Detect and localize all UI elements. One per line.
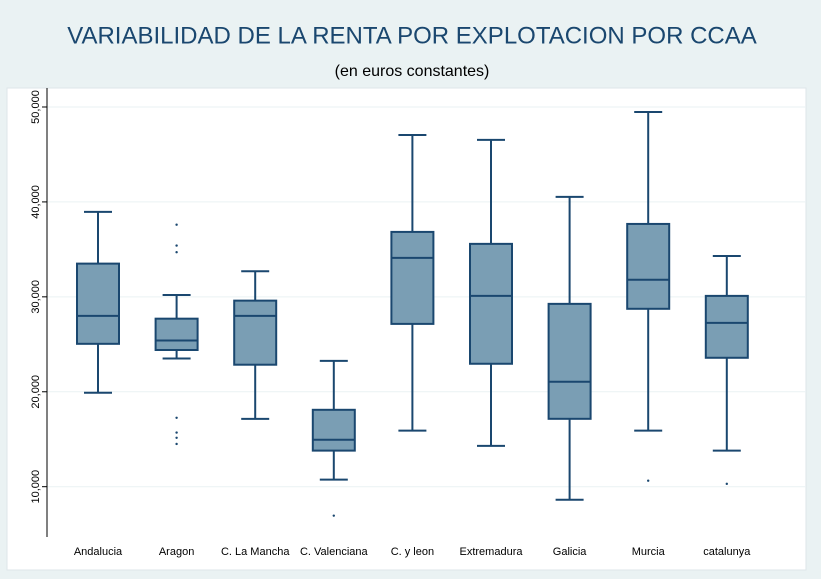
y-tick-label: 10,000 [30, 470, 42, 504]
chart-title: VARIABILIDAD DE LA RENTA POR EXPLOTACION… [67, 22, 757, 49]
x-tick-label: C. Valenciana [300, 546, 369, 558]
x-tick-label: Aragon [159, 546, 194, 558]
outlier [175, 431, 178, 434]
box [311, 408, 356, 452]
chart-subtitle: (en euros constantes) [335, 63, 490, 80]
outlier [175, 223, 178, 226]
outlier [175, 251, 178, 254]
y-tick-label: 50,000 [30, 90, 42, 124]
x-tick-label: catalunya [703, 546, 751, 558]
box [233, 299, 278, 366]
y-tick-label: 30,000 [30, 280, 42, 314]
outlier [647, 479, 650, 482]
outlier [332, 514, 335, 517]
box [626, 222, 671, 310]
x-tick-label: Murcia [632, 546, 666, 558]
box [390, 230, 435, 325]
box [547, 302, 592, 420]
box [469, 242, 513, 365]
box [154, 317, 199, 351]
outlier [725, 482, 728, 486]
graph-region [6, 87, 807, 571]
x-tick-label: Extremadura [460, 546, 524, 558]
outlier [175, 442, 178, 446]
x-tick-label: Andalucia [74, 546, 123, 558]
x-tick-label: C. y leon [391, 546, 434, 558]
outlier [175, 244, 178, 247]
x-tick-label: C. La Mancha [221, 546, 290, 558]
box [76, 262, 120, 345]
y-tick-label: 40,000 [30, 185, 42, 219]
x-tick-label: Galicia [553, 546, 588, 558]
box [704, 294, 749, 359]
outlier [175, 416, 178, 419]
y-tick-label: 20,000 [30, 375, 42, 409]
outlier [175, 436, 178, 440]
